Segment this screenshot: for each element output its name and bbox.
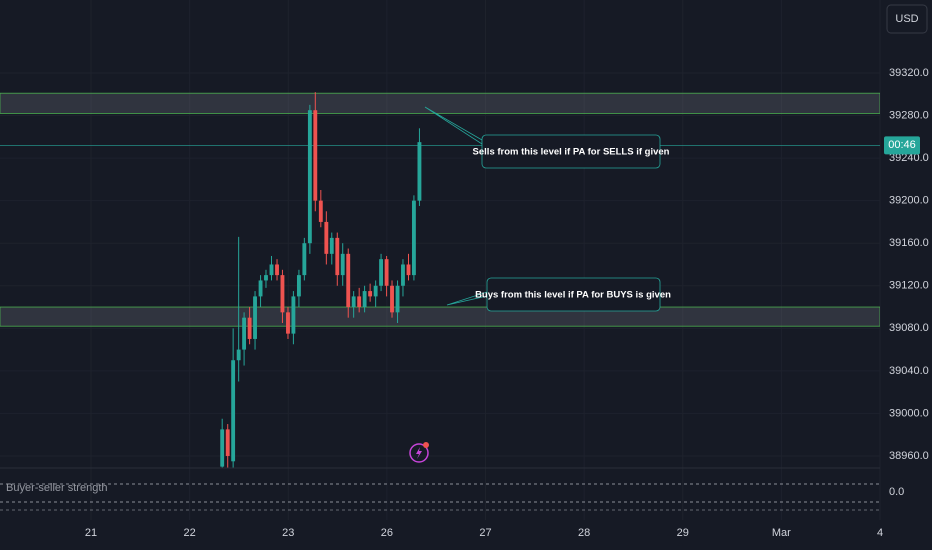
y-tick-label: 39160.0	[889, 237, 929, 249]
candle-body	[401, 264, 405, 286]
currency[interactable]: USD	[895, 13, 918, 25]
alert-icon[interactable]	[409, 442, 429, 463]
candle-body	[335, 237, 340, 276]
candle-body	[417, 142, 422, 201]
candle-body	[242, 317, 247, 350]
x-tick-label: Mar	[772, 527, 791, 539]
candle-body	[286, 312, 290, 334]
x-tick-label: 23	[282, 527, 294, 539]
currency-button[interactable]	[886, 4, 928, 34]
candle-body	[357, 296, 362, 308]
zone	[0, 306, 880, 327]
candle-body	[411, 200, 416, 276]
candle-body	[275, 264, 279, 276]
candle-body	[302, 243, 307, 276]
candle-body	[269, 264, 274, 276]
candle-body	[373, 285, 378, 297]
y-tick-label: 39240.0	[889, 152, 929, 164]
candle-body	[307, 110, 312, 244]
candle-body	[324, 221, 329, 254]
plot-area	[0, 92, 880, 468]
candle-body	[318, 200, 323, 222]
zone	[0, 92, 880, 114]
x-tick-label: 22	[184, 527, 196, 539]
x-tick-label: 29	[677, 527, 689, 539]
candle-body	[379, 259, 384, 286]
indicator-name: Buyer-seller strength	[6, 482, 108, 494]
y-tick-label: 39000.0	[889, 407, 929, 419]
y-tick-label: 39040.0	[889, 365, 929, 377]
candle-body	[351, 296, 356, 308]
y-tick-label: 38960.0	[889, 450, 929, 462]
y-tick-label: 39120.0	[889, 280, 929, 292]
candle-body	[395, 285, 400, 313]
candle-body	[236, 349, 241, 361]
y-tick-label: 39200.0	[889, 195, 929, 207]
x-tick-label: 21	[85, 527, 97, 539]
candle-body	[384, 259, 389, 286]
x-tick-label: 28	[578, 527, 590, 539]
candle-body	[231, 360, 236, 462]
last-price-tag	[884, 136, 920, 155]
candle-body	[220, 429, 225, 467]
candle-body	[280, 275, 285, 313]
indicator-tick-label: 0.0	[889, 486, 904, 498]
candle-body	[296, 275, 301, 297]
candle-body	[390, 285, 394, 313]
callout-box	[481, 134, 661, 169]
candle-body	[247, 317, 252, 339]
x-tick-label: 4	[877, 527, 883, 539]
y-tick-label: 39280.0	[889, 109, 929, 121]
candle-body	[346, 253, 351, 308]
candle-body	[264, 275, 268, 281]
y-tick-label: 39320.0	[889, 67, 929, 79]
candle-body	[225, 429, 230, 456]
grid	[0, 0, 880, 520]
candle-body	[258, 280, 263, 297]
candle-body	[329, 237, 334, 254]
annotation: Sells from this level if PA for SELLS if…	[473, 147, 670, 158]
candle-body	[313, 110, 318, 201]
y-tick-label: 39080.0	[889, 322, 929, 334]
candle-body	[362, 291, 367, 308]
candle-body	[253, 296, 257, 339]
x-tick-label: 27	[479, 527, 491, 539]
candle-body	[368, 291, 373, 297]
candle-body	[291, 296, 296, 334]
callout-box	[486, 277, 661, 312]
annotation: Buys from this level if PA for BUYS is g…	[475, 290, 671, 301]
x-tick-label: 26	[381, 527, 393, 539]
candle-body	[406, 264, 411, 276]
last-price-label: 00:46	[888, 139, 916, 151]
candle-body	[340, 253, 345, 276]
